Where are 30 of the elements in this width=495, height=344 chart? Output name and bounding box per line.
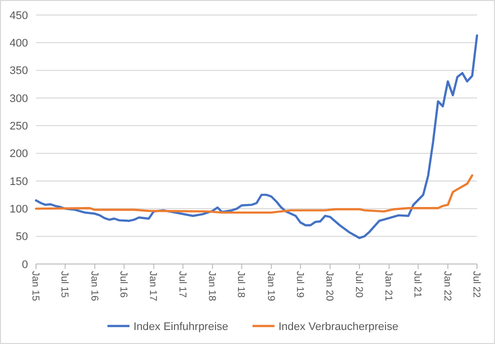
x-tick-label: Jan 17 xyxy=(147,271,158,302)
x-tick-label: Jan 16 xyxy=(88,271,100,302)
line-series xyxy=(34,174,474,214)
x-tick-label: Jan 22 xyxy=(441,271,452,302)
y-tick-label: 250 xyxy=(10,120,28,133)
x-tick-label: Jan 15 xyxy=(30,271,40,302)
x-tick-label: Jul 17 xyxy=(176,271,188,298)
y-tick-label: 150 xyxy=(10,176,28,188)
x-tick-label: Jan 21 xyxy=(382,271,394,302)
y-tick-label: 350 xyxy=(10,65,28,78)
y-tick-label: 50 xyxy=(16,231,28,244)
y-tick-label: 100 xyxy=(10,204,28,216)
y-tick-label: 200 xyxy=(10,148,28,160)
x-tick-label: Jul 15 xyxy=(58,271,70,298)
legend-label: Index Verbraucherpreise xyxy=(278,320,398,333)
x-tick-label: Jul 21 xyxy=(412,271,423,298)
x-tick-label: Jul 18 xyxy=(235,271,246,298)
y-tick-label: 300 xyxy=(10,92,28,105)
y-tick-label: 450 xyxy=(10,10,28,22)
legend-label: Index Einfuhrpreise xyxy=(134,320,228,333)
x-tick-label: Jan 19 xyxy=(264,271,276,302)
x-tick-label: Jul 19 xyxy=(294,271,305,298)
y-tick-label: 400 xyxy=(10,38,28,50)
line-series xyxy=(34,34,478,240)
x-tick-label: Jul 20 xyxy=(352,271,364,298)
x-tick-label: Jan 20 xyxy=(324,271,335,302)
y-tick-label: 0 xyxy=(22,258,28,271)
x-tick-label: Jan 18 xyxy=(206,271,218,302)
x-tick-label: Jul 16 xyxy=(118,271,129,298)
x-tick-label: Jul 22 xyxy=(470,271,482,298)
